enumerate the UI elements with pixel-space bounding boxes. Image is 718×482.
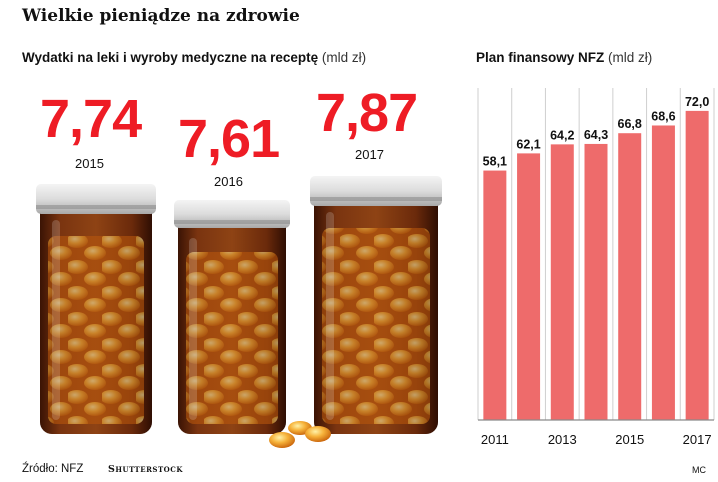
year-2015: 2015 bbox=[75, 156, 104, 171]
loose-pills bbox=[269, 421, 331, 448]
x-tick-label: 2011 bbox=[481, 432, 509, 447]
year-2016: 2016 bbox=[214, 174, 243, 189]
jar-2017 bbox=[310, 176, 442, 434]
bar-value-label: 62,1 bbox=[516, 137, 540, 151]
page-title: Wielkie pieniądze na zdrowie bbox=[22, 6, 300, 26]
nfz-bar-chart: 58,1 62,1 64,2 64,3 66,8 68,6 72,0 2011 2013 2015… bbox=[477, 88, 715, 447]
x-tick-label: 2015 bbox=[615, 432, 644, 447]
right-panel-heading: Plan finansowy NFZ (mld zł) bbox=[476, 50, 652, 65]
bar-2015 bbox=[618, 133, 642, 421]
x-tick-label: 2013 bbox=[548, 432, 577, 447]
bar-2017 bbox=[685, 110, 709, 420]
right-heading-unit: (mld zł) bbox=[608, 50, 653, 65]
bar-value-label: 68,6 bbox=[651, 109, 675, 123]
source-note: Źródło: NFZ bbox=[22, 463, 84, 475]
author-credit: MC bbox=[692, 465, 706, 475]
jar-2016 bbox=[174, 200, 290, 434]
value-2017: 7,87 bbox=[316, 83, 418, 143]
jar-2015 bbox=[36, 184, 156, 434]
bar-value-label: 58,1 bbox=[483, 155, 507, 169]
photo-credit: Shutterstock bbox=[108, 464, 183, 475]
value-2016: 7,61 bbox=[178, 109, 280, 169]
bar-2012 bbox=[517, 153, 541, 420]
bar-value-label: 64,3 bbox=[584, 128, 608, 142]
bar-2013 bbox=[550, 144, 574, 421]
left-panel-heading: Wydatki na leki i wyroby medyczne na rec… bbox=[22, 50, 366, 65]
right-heading-text: Plan finansowy NFZ bbox=[476, 50, 605, 65]
bar-value-label: 66,8 bbox=[618, 117, 642, 131]
value-2015: 7,74 bbox=[40, 89, 142, 149]
bar-2014 bbox=[584, 143, 608, 420]
left-heading-unit: (mld zł) bbox=[321, 50, 367, 65]
medicine-jars-illustration bbox=[36, 176, 442, 448]
left-heading-text: Wydatki na leki i wyroby medyczne na rec… bbox=[22, 50, 319, 65]
bar-2016 bbox=[651, 125, 675, 421]
x-tick-label: 2017 bbox=[683, 432, 712, 447]
year-2017: 2017 bbox=[355, 147, 384, 162]
bar-value-label: 64,2 bbox=[550, 128, 574, 142]
bar-2011 bbox=[483, 170, 507, 420]
bar-value-label: 72,0 bbox=[685, 95, 709, 109]
